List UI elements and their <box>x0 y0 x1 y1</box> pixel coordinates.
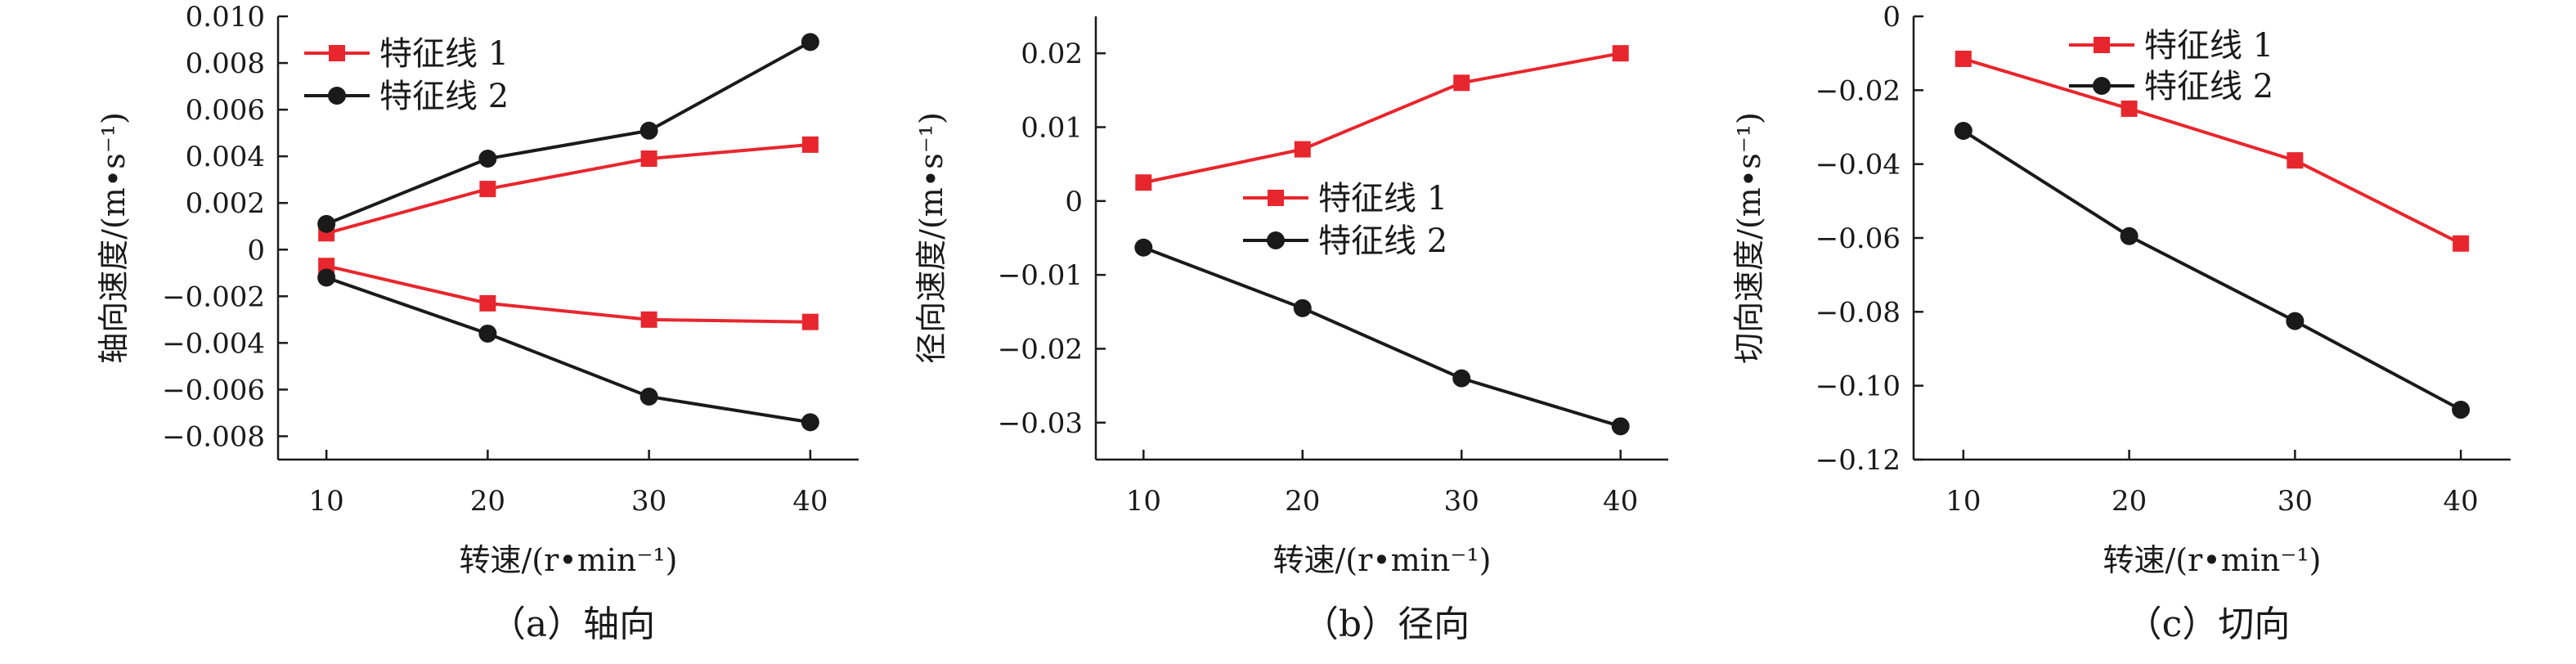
radial-x-tick-label: 10 <box>1126 485 1161 518</box>
axial-point-circle <box>640 387 658 406</box>
tangential-point-circle <box>2452 401 2471 419</box>
axial-y-tick-label: −0.008 <box>162 420 265 453</box>
panel-tangential: （c）切向 −0.12 −0.10 −0.08 −0.06 −0.04 −0.02 0 10 2… <box>1731 1 2511 645</box>
caption-tangential: （c）切向 <box>2126 603 2291 645</box>
axial-point-circle <box>317 214 336 233</box>
tangential-series-line-1 <box>1962 129 2462 411</box>
axial-point-square <box>640 311 657 328</box>
axial-y-tick-label: 0.004 <box>186 141 265 173</box>
radial-point-square <box>1612 45 1629 62</box>
axial-x-tick-label: 20 <box>470 485 505 518</box>
axial-point-circle <box>640 121 658 140</box>
radial-legend-label: 特征线 1 <box>1318 180 1447 218</box>
tangential-point-square <box>2453 235 2470 252</box>
tangential-series-line-0 <box>1963 57 2462 245</box>
radial-legend-marker <box>1267 231 1285 249</box>
axial-legend-label: 特征线 2 <box>379 78 509 115</box>
tangential-point-circle <box>1954 122 1972 141</box>
axial-y-tick-label: 0.002 <box>186 187 265 220</box>
tangential-legend-label: 特征线 1 <box>2144 27 2273 65</box>
radial-point-square <box>1135 174 1152 191</box>
tangential-y-tick-label: −0.06 <box>1815 222 1901 255</box>
axial-y-tick-label: −0.004 <box>162 327 265 360</box>
axial-series-line-0 <box>325 142 811 236</box>
axial-point-square <box>640 150 657 168</box>
tangential-x-axis-label: 转速/(r•min⁻¹) <box>2103 542 2322 578</box>
axial-point-square <box>801 136 819 153</box>
axial-x-tick-label: 40 <box>792 485 828 518</box>
radial-series-line-0 <box>1142 52 1622 185</box>
radial-point-square <box>1294 141 1311 158</box>
radial-point-circle <box>1611 417 1630 436</box>
radial-x-axis-label: 转速/(r•min⁻¹) <box>1273 542 1492 578</box>
radial-x-tick-label: 20 <box>1285 485 1320 518</box>
radial-y-tick-label: 0 <box>1065 186 1083 218</box>
axial-y-tick-label: 0.010 <box>186 1 265 34</box>
axial-x-tick-label: 30 <box>631 485 666 518</box>
tangential-y-tick-label: −0.02 <box>1815 74 1901 107</box>
axial-point-circle <box>317 268 336 287</box>
radial-y-tick-label: −0.03 <box>998 407 1083 440</box>
axial-point-circle <box>801 413 819 432</box>
axial-point-circle <box>801 33 819 52</box>
tangential-point-circle <box>2286 312 2304 330</box>
axial-point-circle <box>478 324 497 343</box>
caption-radial: （b）径向 <box>1303 603 1470 645</box>
axial-y-tick-label: 0.006 <box>186 94 265 127</box>
axial-point-square <box>801 313 819 330</box>
radial-point-circle <box>1293 298 1312 317</box>
axial-series-line-1 <box>325 264 810 324</box>
radial-y-axis-label: 径向速度/(m•s⁻¹) <box>913 112 949 364</box>
axial-y-tick-label: 0 <box>247 234 265 267</box>
radial-y-tick-label: 0.02 <box>1021 38 1083 70</box>
panel-axial: （a）轴向 −0.008 −0.006 −0.004 −0.002 0 0.002 0.00… <box>96 1 859 645</box>
radial-legend-label: 特征线 2 <box>1318 222 1447 260</box>
tangential-y-tick-label: −0.10 <box>1815 370 1901 403</box>
axial-x-axis-label: 转速/(r•min⁻¹) <box>460 542 678 578</box>
tangential-y-axis-label: 切向速度/(m•s⁻¹) <box>1731 112 1767 364</box>
radial-x-tick-label: 30 <box>1444 485 1479 518</box>
axial-point-square <box>479 181 496 198</box>
axial-legend-marker <box>328 87 346 105</box>
axial-point-circle <box>478 150 497 168</box>
radial-legend-marker <box>1268 190 1284 206</box>
tangential-point-square <box>1954 50 1972 67</box>
tangential-y-tick-label: −0.04 <box>1815 149 1901 182</box>
tangential-point-square <box>2287 152 2304 169</box>
tangential-point-square <box>2120 100 2138 117</box>
tangential-x-tick-label: 30 <box>2278 485 2313 518</box>
tangential-legend-label: 特征线 2 <box>2144 68 2273 105</box>
axial-legend-label: 特征线 1 <box>379 35 509 73</box>
axial-point-square <box>479 294 496 312</box>
tangential-x-tick-label: 10 <box>1945 485 1981 518</box>
panel-radial: （b）径向 −0.03 −0.02 −0.01 0 0.01 0.02 10 20 30 40 转速… <box>913 16 1668 645</box>
tangential-x-tick-label: 20 <box>2112 485 2147 518</box>
axial-y-tick-label: −0.006 <box>162 374 265 406</box>
caption-axial: （a）轴向 <box>490 603 655 645</box>
axial-legend-marker <box>329 45 345 61</box>
axial-y-tick-label: −0.002 <box>162 280 265 313</box>
tangential-legend-marker <box>2093 77 2111 95</box>
tangential-legend-marker <box>2094 37 2110 53</box>
radial-point-square <box>1453 74 1470 92</box>
radial-y-tick-label: 0.01 <box>1021 112 1083 145</box>
tangential-x-tick-label: 40 <box>2444 485 2479 518</box>
axial-y-axis-label: 轴向速度/(m•s⁻¹) <box>96 112 132 364</box>
axial-series-line-2 <box>325 40 811 226</box>
radial-point-circle <box>1134 238 1153 257</box>
tangential-point-circle <box>2120 227 2138 245</box>
axial-x-tick-label: 10 <box>309 485 344 518</box>
tangential-y-tick-label: −0.08 <box>1815 296 1901 329</box>
tangential-y-tick-label: −0.12 <box>1815 444 1901 477</box>
radial-series-line-1 <box>1142 245 1622 428</box>
radial-y-tick-label: −0.02 <box>998 334 1083 366</box>
radial-point-circle <box>1452 369 1471 388</box>
radial-x-tick-label: 40 <box>1603 485 1638 518</box>
tangential-y-tick-label: 0 <box>1883 1 1901 34</box>
axial-y-tick-label: 0.008 <box>186 47 265 80</box>
axial-series-line-3 <box>325 276 811 424</box>
radial-y-tick-label: −0.01 <box>998 259 1083 292</box>
